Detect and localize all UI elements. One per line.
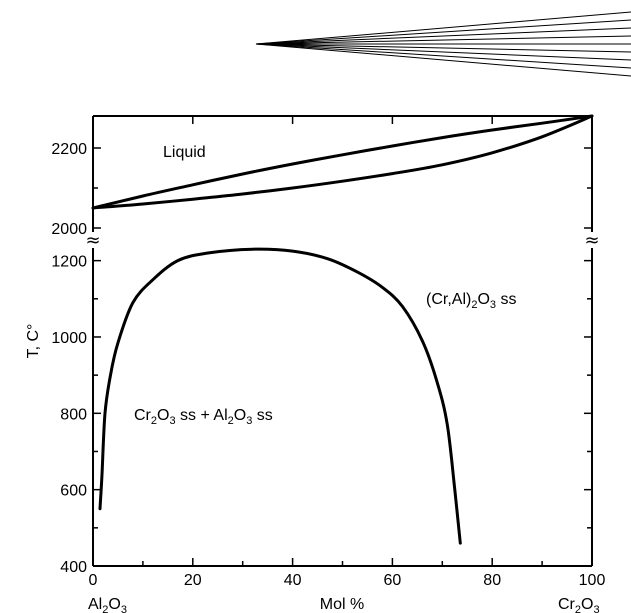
fan-line xyxy=(255,43,631,69)
o-subscript: 3 xyxy=(121,604,127,613)
fan-line xyxy=(255,27,631,45)
y-tick-label: 400 xyxy=(60,559,87,576)
curves xyxy=(91,114,594,545)
x-end-label-left: Al2O3 xyxy=(88,596,127,613)
two-phase-part: O xyxy=(234,407,246,424)
single-phase-part: O xyxy=(477,291,489,308)
liquid-label: Liquid xyxy=(163,144,206,161)
o-symbol: O xyxy=(108,596,120,613)
cr-subscript: 2 xyxy=(575,604,581,613)
y-tick-label: 1000 xyxy=(51,330,87,347)
fan-line xyxy=(255,43,631,61)
single-phase-sub: 3 xyxy=(490,299,496,311)
single-phase-sub: 2 xyxy=(471,299,477,311)
x-tick-label: 20 xyxy=(184,572,202,589)
two-phase-part: O xyxy=(157,407,169,424)
single-phase-label: (Cr,Al)2O3 ss xyxy=(426,291,516,311)
two-phase-sub: 2 xyxy=(151,415,157,427)
fan-line xyxy=(255,19,631,45)
single-phase-part: (Cr,Al) xyxy=(426,291,471,308)
al-symbol: Al xyxy=(88,596,102,613)
fan-line xyxy=(255,11,631,45)
fan-decoration xyxy=(255,11,631,77)
axis-break-left: ≈ xyxy=(85,230,100,251)
miscibility-gap-curve xyxy=(98,247,462,545)
fan-line xyxy=(255,43,631,53)
x-tick-label: 0 xyxy=(89,572,98,589)
upper-panel-frame xyxy=(92,115,593,232)
solidus-curve xyxy=(91,114,594,210)
two-phase-label: Cr2O3 ss + Al2O3 ss xyxy=(134,407,273,427)
axis-break-right: ≈ xyxy=(584,230,599,251)
cr-symbol: Cr xyxy=(558,596,576,613)
single-phase-part: ss xyxy=(496,291,516,308)
ticks xyxy=(92,116,593,567)
y-tick-label: 1200 xyxy=(51,254,87,271)
x-tick-label: 60 xyxy=(384,572,402,589)
o-symbol: O xyxy=(581,596,593,613)
y-tick-label: 2200 xyxy=(51,141,87,158)
liquidus-curve xyxy=(91,114,594,210)
al-subscript: 2 xyxy=(102,604,108,613)
two-phase-sub: 3 xyxy=(169,415,175,427)
fan-line xyxy=(255,35,631,45)
tick-labels: 0 20 40 60 80 100 2000 2200 400 600 800 1000 1200 xyxy=(51,141,605,589)
y-axis-title: T, C° xyxy=(25,324,42,359)
x-end-label-right: Cr2O3 xyxy=(558,596,600,613)
x-tick-label: 100 xyxy=(579,572,606,589)
two-phase-part: ss + Al xyxy=(176,407,228,424)
y-tick-label: 600 xyxy=(60,483,87,500)
two-phase-sub: 2 xyxy=(228,415,234,427)
x-axis-title: Mol % xyxy=(320,596,364,613)
y-tick-label: 800 xyxy=(60,406,87,423)
y-tick-label: 2000 xyxy=(51,221,87,238)
x-tick-label: 40 xyxy=(284,572,302,589)
o-subscript: 3 xyxy=(593,604,599,613)
two-phase-sub: 3 xyxy=(246,415,252,427)
fan-line xyxy=(255,43,631,77)
two-phase-part: Cr xyxy=(134,407,152,424)
x-tick-label: 80 xyxy=(483,572,501,589)
two-phase-part: ss xyxy=(252,407,272,424)
